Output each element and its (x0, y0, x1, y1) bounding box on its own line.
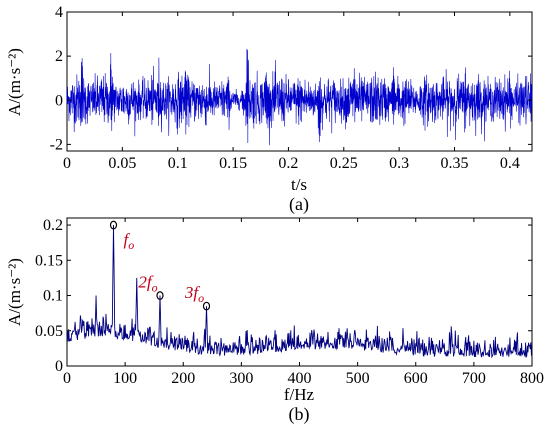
annotation-base: 3f (184, 283, 201, 302)
harmonic-annotation: 2fo (138, 273, 157, 295)
ylabel-b: A/(m·s⁻²) (5, 258, 24, 326)
peak-marker (156, 291, 164, 300)
y-tick-label: 0.2 (43, 217, 63, 234)
annotation-subscript: o (152, 281, 158, 295)
x-tick-label: 0.05 (108, 155, 136, 172)
x-tick-label: 200 (171, 370, 195, 387)
xlabel-b: f/Hz (284, 385, 315, 404)
x-tick-label: 500 (346, 370, 370, 387)
x-tick-label: 0.25 (330, 155, 358, 172)
panel-b: 0 100 200 300 400 500 600 700 800 0 0.05 0.1 0.15 0.2… (5, 217, 544, 425)
x-tick-label: 300 (229, 370, 253, 387)
x-tick-label: 0.35 (441, 155, 469, 172)
caption-b: (b) (289, 404, 310, 425)
y-tick-label: 0 (55, 358, 63, 375)
annotation-base: f (124, 230, 131, 249)
y-tick-label: 0.1 (43, 288, 63, 305)
y-tick-label: 0 (55, 92, 63, 109)
y-tick-label: -2 (50, 136, 63, 153)
x-tick-label: 800 (520, 370, 544, 387)
harmonic-annotation: fo (124, 230, 135, 252)
annotation-base: 2f (138, 273, 154, 292)
x-tick-label: 100 (113, 370, 137, 387)
x-tick-label: 600 (404, 370, 428, 387)
series-a-line (66, 49, 533, 146)
x-tick-label: 0.1 (168, 155, 188, 172)
y-tick-label: 4 (55, 4, 63, 21)
x-tick-label: 0.2 (278, 155, 298, 172)
harmonic-annotation: 3fo (184, 283, 204, 305)
x-tick-label: 0 (63, 155, 71, 172)
x-tick-label: 0 (63, 370, 71, 387)
series-b-line (66, 225, 533, 359)
peak-marker (202, 301, 211, 311)
x-tick-label: 700 (462, 370, 486, 387)
xlabel-a: t/s (291, 175, 307, 194)
peak-marker (109, 220, 118, 230)
annotation-subscript: o (198, 291, 204, 305)
x-tick-label: 0.15 (219, 155, 247, 172)
y-tick-label: 0.05 (35, 323, 63, 340)
caption-a: (a) (289, 194, 309, 215)
x-tick-label: 0.3 (389, 155, 409, 172)
x-tick-label: 400 (288, 370, 312, 387)
y-tick-label: 2 (55, 48, 63, 65)
ylabel-a: A/(m·s⁻²) (5, 48, 24, 116)
plot-area-a (66, 11, 533, 152)
x-tick-label: 0.4 (500, 155, 520, 172)
annotation-subscript: o (128, 238, 134, 252)
y-tick-label: 0.15 (35, 252, 63, 269)
